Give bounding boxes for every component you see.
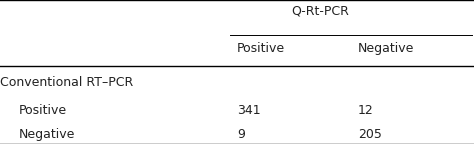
Text: 12: 12 bbox=[358, 104, 374, 117]
Text: 9: 9 bbox=[237, 128, 245, 141]
Text: Q-Rt-PCR: Q-Rt-PCR bbox=[292, 4, 349, 17]
Text: Conventional RT–PCR: Conventional RT–PCR bbox=[0, 76, 133, 89]
Text: Positive: Positive bbox=[237, 42, 285, 55]
Text: Positive: Positive bbox=[19, 104, 67, 117]
Text: Negative: Negative bbox=[19, 128, 75, 141]
Text: 341: 341 bbox=[237, 104, 261, 117]
Text: Negative: Negative bbox=[358, 42, 414, 55]
Text: 205: 205 bbox=[358, 128, 382, 141]
